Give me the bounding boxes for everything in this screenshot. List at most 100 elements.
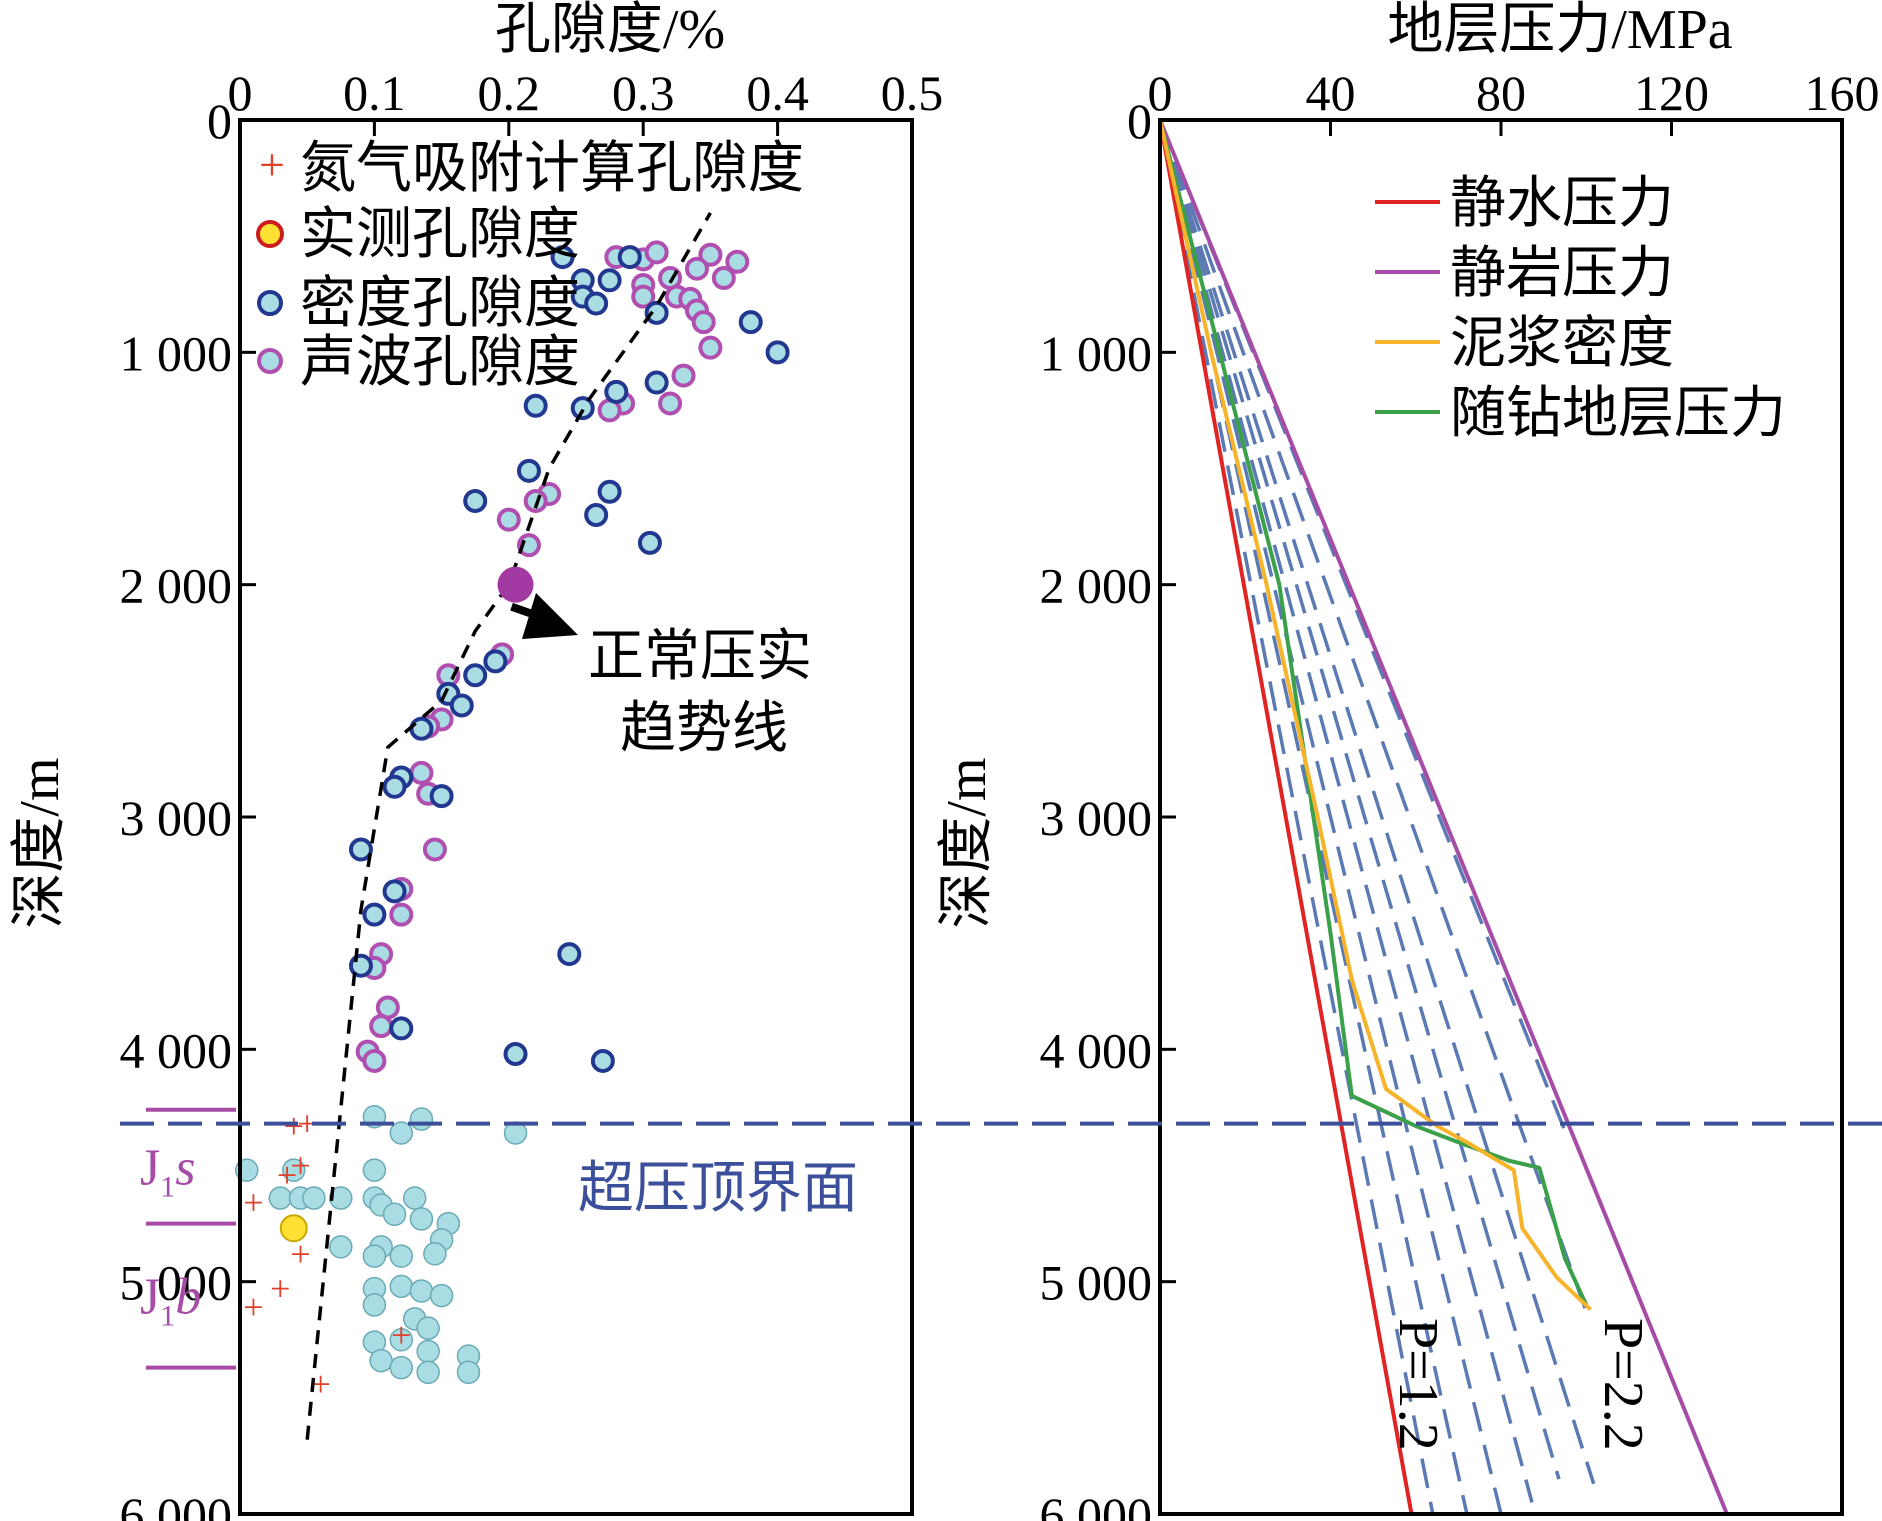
p-low-label: P=1.2: [1387, 1318, 1449, 1451]
density-marker: [257, 290, 283, 316]
highlight-point: [497, 566, 534, 603]
lower-porosity-point: [389, 1274, 414, 1299]
legend-nitrogen-label: 氮气吸附计算孔隙度: [300, 138, 804, 200]
porosity-x-ticks: 0 0.1 0.2 0.3 0.4 0.5: [228, 65, 943, 136]
legend-density: 密度孔隙度: [257, 273, 580, 335]
density-porosity-point: [429, 784, 454, 809]
pressure-y-tick-label: 5 000: [1040, 1255, 1153, 1311]
legend-hydrostatic: 静水压力: [1375, 173, 1674, 235]
density-porosity-point: [590, 1048, 615, 1073]
pressure-legend: 静水压力 静岩压力 泥浆密度 随钻地层压力: [1375, 173, 1786, 445]
pressure-x-tick-label: 80: [1476, 65, 1526, 121]
porosity-x-tick-label: 0.3: [612, 65, 675, 121]
density-porosity-point: [637, 530, 662, 555]
pressure-x-ticks: 0 40 80 120 160: [1148, 65, 1880, 136]
sonic-porosity-point: [711, 265, 736, 290]
lower-porosity-point: [389, 1244, 414, 1268]
nitrogen-porosity-point: +: [270, 1269, 290, 1309]
lower-porosity-point: [409, 1207, 434, 1231]
pressure-gradient-dashed: [1158, 119, 1534, 1503]
porosity-y-tick-label: 1 000: [120, 325, 233, 381]
sonic-porosity-point: [422, 837, 447, 862]
legend-measured-label: 实测孔隙度: [300, 204, 580, 266]
legend-sonic: 声波孔隙度: [257, 332, 580, 394]
pressure-y-tick-label: 1 000: [1040, 325, 1153, 381]
nitrogen-porosity-point: +: [290, 1234, 310, 1274]
pressure-y-tick-label: 4 000: [1040, 1022, 1153, 1078]
pressure-y-axis-label: 深度/m: [936, 757, 998, 928]
sonic-porosity-point: [409, 760, 434, 785]
lower-porosity-point: [429, 1283, 454, 1308]
porosity-legend: + 氮气吸附计算孔隙度 实测孔隙度 密度孔隙度 声波孔隙度: [256, 138, 804, 394]
sonic-porosity-point: [698, 335, 723, 360]
porosity-panel: 孔隙度/% 0 0.1 0.2 0.3 0.4 0.5 0 1 000 2 000 3 000 4…: [9, 0, 943, 1521]
porosity-x-tick-label: 0: [228, 65, 253, 121]
pressure-y-tick-label: 0: [1127, 93, 1152, 149]
porosity-y-tick-label: 4 000: [120, 1022, 233, 1078]
legend-measured: 实测孔隙度: [256, 204, 580, 266]
sonic-porosity-point: [698, 242, 723, 267]
density-porosity-point: [557, 942, 582, 967]
lwd-pressure-line: [1158, 119, 1589, 1306]
density-porosity-point: [597, 268, 622, 293]
porosity-plot-area: ++++++++++: [234, 212, 790, 1440]
trend-label-line1: 正常压实: [588, 626, 812, 688]
pressure-x-tick-label: 40: [1306, 65, 1356, 121]
density-porosity-point: [503, 1041, 528, 1066]
sonic-porosity-point: [362, 1048, 387, 1073]
overpressure-label: 超压顶界面: [578, 1158, 858, 1220]
nitrogen-porosity-point: +: [284, 1106, 304, 1146]
lower-porosity-point: [362, 1158, 387, 1182]
porosity-y-tick-label: 3 000: [120, 790, 233, 846]
legend-hydrostatic-label: 静水压力: [1450, 173, 1674, 235]
lower-porosity-point: [416, 1339, 440, 1364]
porosity-x-tick-label: 0.2: [478, 65, 541, 121]
nitrogen-porosity-point: +: [310, 1364, 330, 1404]
lower-porosity-point: [456, 1360, 481, 1385]
strat-unit-label: J1b: [140, 1269, 201, 1333]
pressure-y-tick-label: 2 000: [1040, 558, 1153, 614]
lower-porosity-point: [402, 1186, 427, 1210]
density-porosity-point: [463, 663, 488, 688]
density-porosity-point: [550, 245, 575, 270]
pressure-gradient-dashed: [1158, 119, 1590, 1318]
legend-mud-label: 泥浆密度: [1450, 313, 1674, 375]
lower-porosity-point: [389, 1355, 414, 1380]
porosity-plot-frame: [238, 118, 914, 1516]
density-porosity-point: [584, 502, 609, 527]
hydrostatic-line: [1158, 119, 1414, 1515]
density-porosity-point: [523, 393, 548, 418]
lower-porosity-point: [389, 1121, 414, 1145]
porosity-y-ticks: 0 1 000 2 000 3 000 4 000 5 000 6 000: [120, 93, 256, 1521]
pressure-x-tick-label: 0: [1148, 65, 1173, 121]
density-porosity-point: [483, 649, 508, 674]
density-porosity-point: [382, 774, 407, 799]
porosity-x-tick-label: 0.1: [343, 65, 406, 121]
pressure-x-tick-label: 120: [1634, 65, 1709, 121]
porosity-y-tick-label: 5 000: [120, 1255, 233, 1311]
density-porosity-point: [584, 291, 609, 316]
legend-lithostatic-label: 静岩压力: [1450, 243, 1674, 305]
lower-porosity-point: [329, 1186, 353, 1210]
nitrogen-porosity-point: +: [290, 1146, 310, 1186]
legend-lwd: 随钻地层压力: [1375, 383, 1786, 445]
pressure-gradient-dashed: [1158, 119, 1561, 1480]
density-porosity-point: [449, 693, 474, 718]
strat-unit-label: J1s: [140, 1140, 196, 1204]
lower-porosity-point: [416, 1316, 440, 1340]
lithostatic-line: [1158, 119, 1729, 1515]
sonic-porosity-point: [369, 1014, 394, 1039]
density-porosity-point: [389, 1016, 414, 1041]
density-porosity-point: [617, 245, 642, 270]
p-high-label: P=2.2: [1592, 1318, 1654, 1451]
nitrogen-porosity-point: +: [243, 1183, 263, 1223]
porosity-axis-title: 孔隙度/%: [495, 0, 725, 61]
density-porosity-point: [348, 837, 373, 862]
trend-arrow-head: [522, 593, 578, 639]
sonic-porosity-point: [684, 256, 709, 281]
sonic-porosity-point: [516, 533, 541, 558]
pressure-panel: 地层压力/MPa 0 40 80 120 160 0 1 000 2 000 3 000 4 0…: [936, 0, 1880, 1521]
mud-density-line: [1158, 119, 1592, 1311]
sonic-porosity-point: [631, 284, 656, 309]
